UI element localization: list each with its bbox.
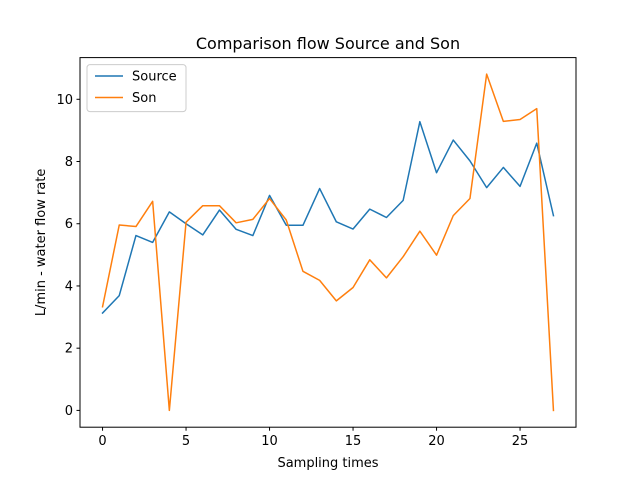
legend: Source Son [86,64,187,113]
chart-title: Comparison flow Source and Son [196,34,460,53]
plot-frame [79,57,577,428]
x-axis: 0 5 10 15 20 25 [98,427,528,449]
x-tick-label: 20 [428,434,445,449]
series-layer [101,73,555,412]
series-line-son [101,73,555,412]
y-tick-label: 0 [65,404,73,419]
y-tick-label: 6 [65,217,73,232]
x-axis-label: Sampling times [277,456,378,471]
x-tick-label: 25 [512,434,529,449]
x-tick-label: 10 [261,434,278,449]
y-axis-label: L/min - water flow rate [34,169,49,317]
x-tick-label: 5 [182,434,190,449]
legend-label-son: Son [132,91,156,106]
y-tick-label: 10 [56,93,73,108]
y-tick-label: 4 [65,279,73,294]
y-tick-label: 8 [65,155,73,170]
legend-label-source: Source [132,70,177,85]
x-tick-label: 0 [98,434,106,449]
y-axis: 0 2 4 6 8 10 [56,93,80,419]
y-tick-label: 2 [65,342,73,357]
series-line-source [101,120,555,315]
x-tick-label: 15 [345,434,362,449]
